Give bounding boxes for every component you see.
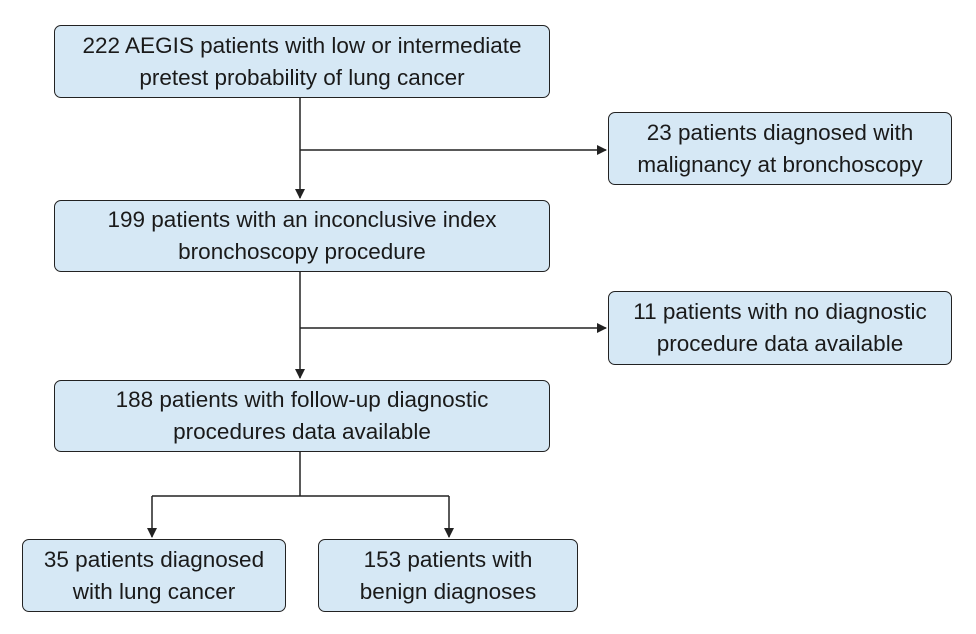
- box-excluded-malignancy-line-2: malignancy at bronchoscopy: [637, 151, 923, 177]
- box-excluded-no-data: 11 patients with no diagnostic procedure…: [608, 291, 952, 365]
- box-benign-line-2: benign diagnoses: [359, 578, 537, 604]
- box-benign-line-1: 153 patients with: [363, 546, 533, 572]
- box-start-line-2: pretest probability of lung cancer: [139, 64, 465, 90]
- box-lung-cancer: 35 patients diagnosed with lung cancer: [22, 539, 286, 612]
- box-benign: 153 patients with benign diagnoses: [318, 539, 578, 612]
- box-excluded-malignancy-line-1: 23 patients diagnosed with: [646, 119, 914, 145]
- box-inconclusive-line-2: bronchoscopy procedure: [178, 239, 426, 264]
- box-start-line-1: 222 AEGIS patients with low or intermedi…: [82, 32, 522, 58]
- box-lung-cancer-line-1: 35 patients diagnosed: [43, 546, 265, 572]
- box-inconclusive: 199 patients with an inconclusive index …: [54, 200, 550, 272]
- box-inconclusive-line-1: 199 patients with an inconclusive index: [107, 207, 497, 232]
- box-followup-line-1: 188 patients with follow-up diagnostic: [115, 387, 489, 412]
- box-followup: 188 patients with follow-up diagnostic p…: [54, 380, 550, 452]
- box-followup-line-2: procedures data available: [173, 419, 431, 444]
- box-lung-cancer-line-2: with lung cancer: [72, 578, 236, 604]
- box-start: 222 AEGIS patients with low or intermedi…: [54, 25, 550, 98]
- box-excluded-no-data-line-2: procedure data available: [656, 331, 904, 356]
- box-excluded-no-data-line-1: 11 patients with no diagnostic: [633, 299, 927, 324]
- box-excluded-malignancy: 23 patients diagnosed with malignancy at…: [608, 112, 952, 185]
